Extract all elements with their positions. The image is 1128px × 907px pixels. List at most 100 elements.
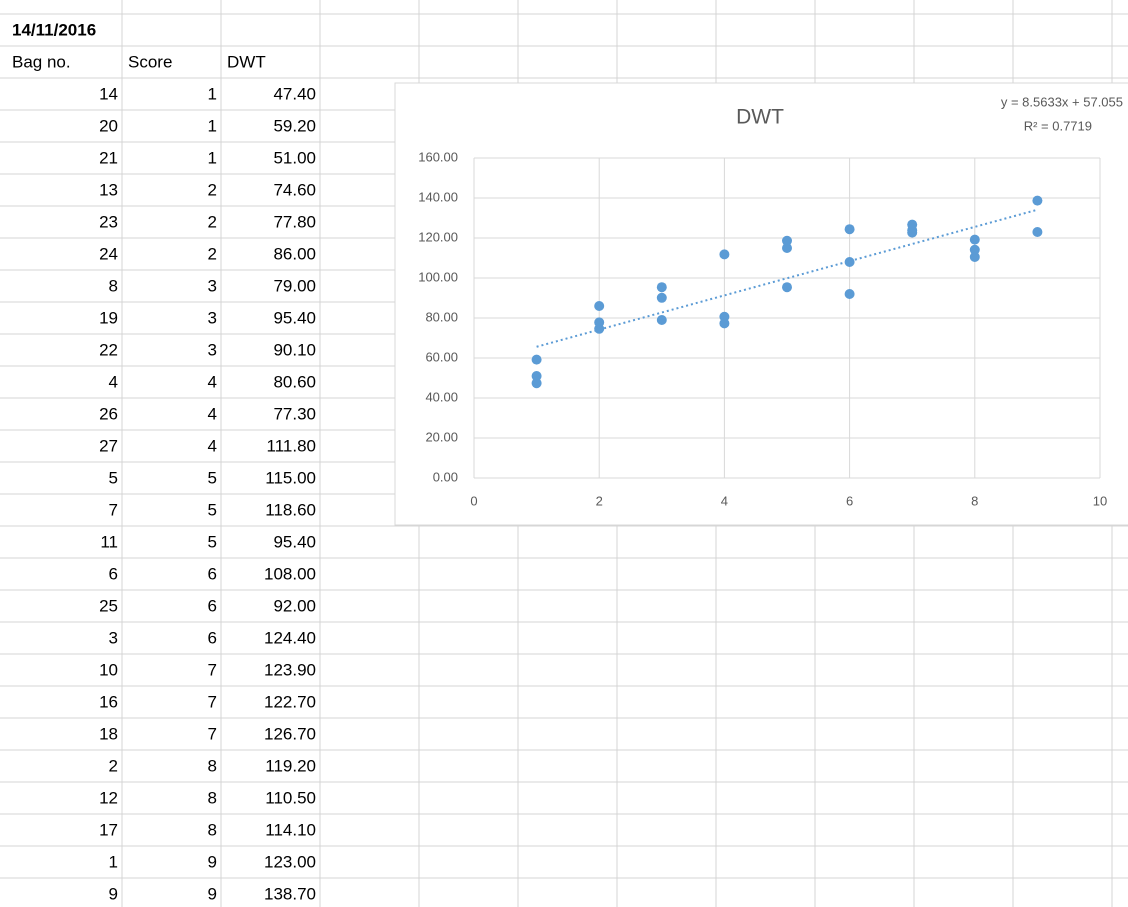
scatter-point xyxy=(907,227,918,238)
cell: 51.00 xyxy=(273,148,316,167)
scatter-point xyxy=(656,292,667,303)
scatter-point xyxy=(844,289,855,299)
scatter-point xyxy=(656,282,667,293)
cell: 6 xyxy=(109,564,118,583)
cell: 2 xyxy=(208,180,217,199)
scatter-point xyxy=(594,301,605,311)
y-tick-label: 20.00 xyxy=(425,429,458,444)
chart-area xyxy=(394,82,1128,526)
scatter-point xyxy=(656,315,667,325)
trendline xyxy=(536,208,1038,348)
cell: 4 xyxy=(208,436,217,455)
trendline-equation: y = 8.5633x + 57.055 xyxy=(1001,94,1123,109)
cell: 16 xyxy=(99,692,118,711)
cell: 122.70 xyxy=(264,692,316,711)
y-tick-label: 0.00 xyxy=(433,469,458,484)
scatter-point xyxy=(844,257,855,267)
cell: 20 xyxy=(99,116,118,135)
cell: 119.20 xyxy=(265,756,316,775)
cell: 8 xyxy=(208,788,217,807)
trendline-r2: R² = 0.7719 xyxy=(1024,118,1092,133)
y-tick-label: 40.00 xyxy=(425,389,458,404)
cell: 9 xyxy=(208,852,217,871)
cell: 90.10 xyxy=(273,340,316,359)
scatter-point xyxy=(531,378,542,389)
scatter-point xyxy=(907,219,918,230)
scatter-point xyxy=(969,252,980,262)
scatter-point xyxy=(1032,195,1043,206)
cell: 6 xyxy=(208,564,217,583)
y-tick-label: 100.00 xyxy=(418,269,458,284)
x-tick-label: 4 xyxy=(721,493,728,508)
scatter-point xyxy=(844,224,855,235)
cell: 10 xyxy=(99,660,118,679)
cell: 8 xyxy=(208,820,217,839)
cell: 14 xyxy=(99,84,118,103)
scatter-point xyxy=(594,317,605,328)
x-tick-label: 6 xyxy=(846,493,853,508)
cell: 95.40 xyxy=(273,308,316,327)
cell: 74.60 xyxy=(273,180,316,199)
y-tick-label: 140.00 xyxy=(418,189,458,204)
cell: 4 xyxy=(109,372,118,391)
scatter-point xyxy=(969,244,980,255)
y-tick-label: 80.00 xyxy=(425,309,458,324)
cell: 126.70 xyxy=(264,724,316,743)
cell: 6 xyxy=(208,596,217,615)
cell: 7 xyxy=(208,724,217,743)
cell: 17 xyxy=(99,820,118,839)
cell: 12 xyxy=(99,788,118,807)
cell: 1 xyxy=(208,116,217,135)
cell: 2 xyxy=(208,212,217,231)
cell: 11 xyxy=(100,532,118,551)
cell: 3 xyxy=(208,340,217,359)
cell: 1 xyxy=(208,84,217,103)
x-tick-label: 0 xyxy=(470,493,477,508)
cell: 3 xyxy=(208,308,217,327)
date-cell: 14/11/2016 xyxy=(12,20,96,39)
cell: 4 xyxy=(208,372,217,391)
cell: 123.90 xyxy=(264,660,316,679)
header-cell: Bag no. xyxy=(12,52,71,71)
cell: 22 xyxy=(99,340,118,359)
x-tick-label: 2 xyxy=(596,493,603,508)
cell: 4 xyxy=(208,404,217,423)
scatter-point xyxy=(782,243,792,253)
cell: 138.70 xyxy=(264,884,316,903)
cell: 115.00 xyxy=(265,468,316,487)
cell: 95.40 xyxy=(273,532,316,551)
cell: 108.00 xyxy=(264,564,316,583)
cell: 80.60 xyxy=(273,372,316,391)
cell: 7 xyxy=(208,692,217,711)
cell: 114.10 xyxy=(265,820,316,839)
y-tick-label: 60.00 xyxy=(425,349,458,364)
cell: 9 xyxy=(208,884,217,903)
cell: 5 xyxy=(109,468,118,487)
cell: 23 xyxy=(99,212,118,231)
cell: 59.20 xyxy=(273,116,316,135)
y-tick-label: 160.00 xyxy=(418,149,458,164)
header-cell: DWT xyxy=(227,52,266,71)
x-tick-label: 10 xyxy=(1093,493,1107,508)
cell: 7 xyxy=(109,500,118,519)
cell: 47.40 xyxy=(273,84,316,103)
chart-title: DWT xyxy=(736,106,784,129)
cell: 25 xyxy=(99,596,118,615)
cell: 27 xyxy=(99,436,118,455)
cell: 6 xyxy=(208,628,217,647)
cell: 7 xyxy=(208,660,217,679)
cell: 26 xyxy=(99,404,118,423)
cell: 79.00 xyxy=(273,276,316,295)
cell: 3 xyxy=(208,276,217,295)
cell: 2 xyxy=(109,756,118,775)
cell: 9 xyxy=(109,884,118,903)
cell: 118.60 xyxy=(265,500,316,519)
cell: 110.50 xyxy=(265,788,316,807)
cell: 5 xyxy=(208,532,217,551)
cell: 1 xyxy=(109,852,118,871)
scatter-point xyxy=(782,282,792,293)
cell: 18 xyxy=(99,724,118,743)
